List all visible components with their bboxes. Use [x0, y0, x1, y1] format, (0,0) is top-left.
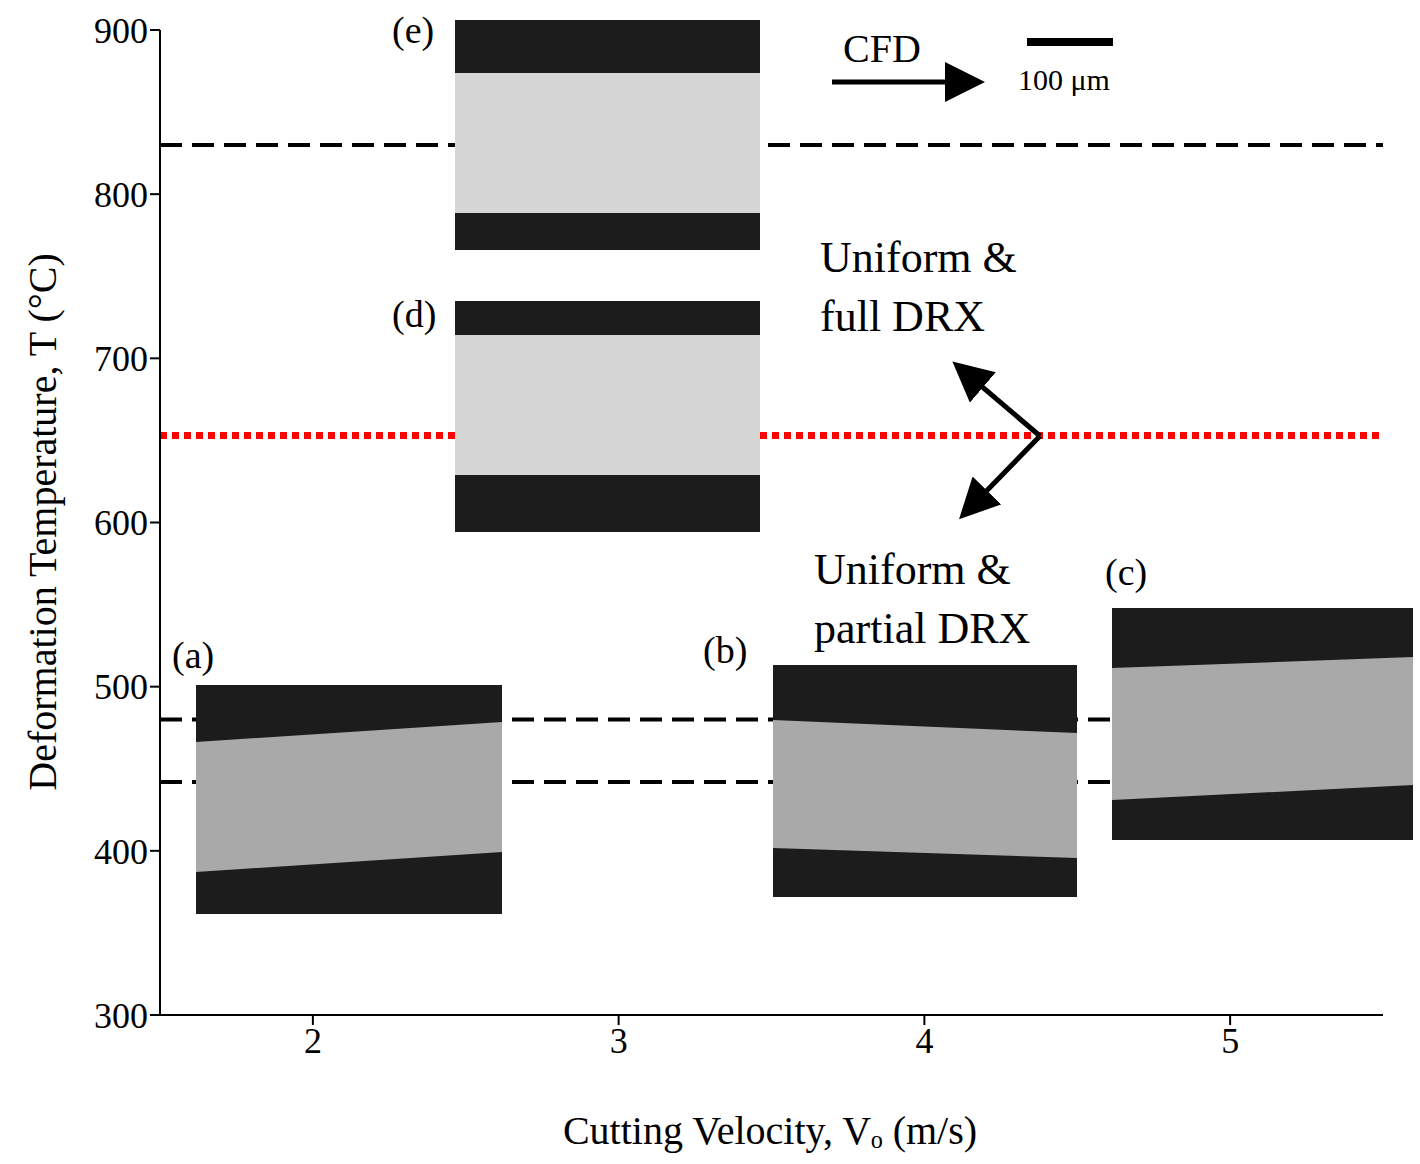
svg-text:800: 800 [94, 175, 148, 215]
svg-text:3: 3 [610, 1021, 628, 1061]
svg-text:5: 5 [1221, 1021, 1239, 1061]
svg-text:600: 600 [94, 503, 148, 543]
html-text:Cutting Velocity, Vₒ (m/s): Cutting Velocity, Vₒ (m/s) [562, 1107, 978, 1153]
svg-text:300: 300 [94, 996, 148, 1036]
html-text:(b): (b) [703, 629, 748, 671]
svg-text:900: 900 [94, 11, 148, 51]
html-text:Uniform & full DRX: Uniform & full DRX [820, 233, 1017, 342]
html-text:Deformation Temperature, T (°C: Deformation Temperature, T (°C) [19, 253, 65, 791]
html-text:CFD: CFD [843, 26, 921, 71]
html-text:(e): (e) [392, 9, 435, 51]
svg-text:500: 500 [94, 667, 148, 707]
html-text:Uniform & partial DRX: Uniform & partial DRX [814, 545, 1031, 654]
html-text:(c): (c) [1105, 551, 1148, 593]
svg-text:400: 400 [94, 832, 148, 872]
svg-text:4: 4 [915, 1021, 933, 1061]
svg-text:700: 700 [94, 339, 148, 379]
html-text:100 μm: 100 μm [1018, 63, 1110, 96]
html-text:(d): (d) [392, 293, 437, 335]
html-text:(a): (a) [172, 634, 215, 676]
svg-text:2: 2 [304, 1021, 322, 1061]
